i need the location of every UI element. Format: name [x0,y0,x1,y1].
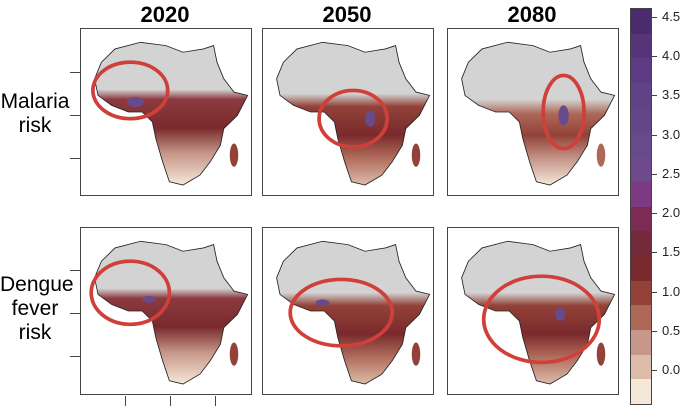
colorbar-bin [631,231,651,256]
map-dengue-2020 [80,227,252,395]
colorbar-tick [652,16,657,18]
colorbar-tick [652,95,657,97]
colorbar-bin [631,280,651,306]
highlight-circle [541,73,586,151]
map-dengue-2050 [262,227,434,395]
colorbar-bin [631,206,651,232]
highlight-circle [317,88,389,149]
colorbar-tick [652,330,657,332]
row-label-dengue: Dengue fever risk [0,273,74,344]
column-title-2050: 2050 [322,2,372,27]
colorbar-tick [652,55,657,57]
colorbar-tick [652,213,657,215]
colorbar-tick-label: 1.0 [662,283,681,299]
axis-tick [70,115,80,116]
axis-tick [215,396,216,406]
colorbar-tick-label: 2.5 [662,165,681,181]
colorbar-bin [631,181,651,207]
axis-tick [70,313,80,314]
colorbar-tick [652,252,657,254]
map-malaria-2080 [447,28,619,196]
colorbar-tick-label: 4.0 [662,47,681,63]
colorbar-bin [631,305,651,330]
colorbar-tick [652,134,657,136]
axis-tick [70,158,80,159]
column-title-2080: 2080 [507,2,557,27]
colorbar-tick-label: 0.0 [662,362,681,378]
colorbar-tick-label: 4.5 [662,8,681,24]
colorbar-tick [652,370,657,372]
colorbar-tick [652,173,657,175]
colorbar-bin [631,379,651,404]
highlight-circle [91,60,170,121]
colorbar-tick-label: 3.0 [662,126,681,142]
colorbar-tick-label: 2.0 [662,205,681,221]
colorbar-tick-label: 3.5 [662,87,681,103]
colorbar-tick [652,291,657,293]
axis-tick [70,270,80,271]
row-label-malaria: Malaria risk [0,90,70,137]
colorbar-tick-label: 1.5 [662,244,681,260]
axis-tick [125,396,126,406]
colorbar-bin [631,9,651,34]
map-dengue-2080 [447,227,619,395]
highlight-circle [89,259,172,327]
colorbar-bin [631,107,651,133]
highlight-circle [288,277,395,348]
axis-tick [70,72,80,73]
colorbar-bin [631,255,651,281]
axis-tick [70,356,80,357]
colorbar-bin [631,58,651,84]
colorbar-tick-label: 0.5 [662,322,681,338]
axis-tick [170,396,171,406]
column-title-2020: 2020 [140,2,190,27]
colorbar-bin [631,33,651,59]
colorbar-bin [631,329,651,355]
colorbar-bin [631,83,651,108]
highlight-circle [481,274,602,365]
map-malaria-2020 [80,28,252,196]
map-malaria-2050 [262,28,434,196]
colorbar-bin [631,157,651,182]
colorbar-bin [631,132,651,158]
colorbar-bin [631,354,651,380]
colorbar [630,8,652,405]
